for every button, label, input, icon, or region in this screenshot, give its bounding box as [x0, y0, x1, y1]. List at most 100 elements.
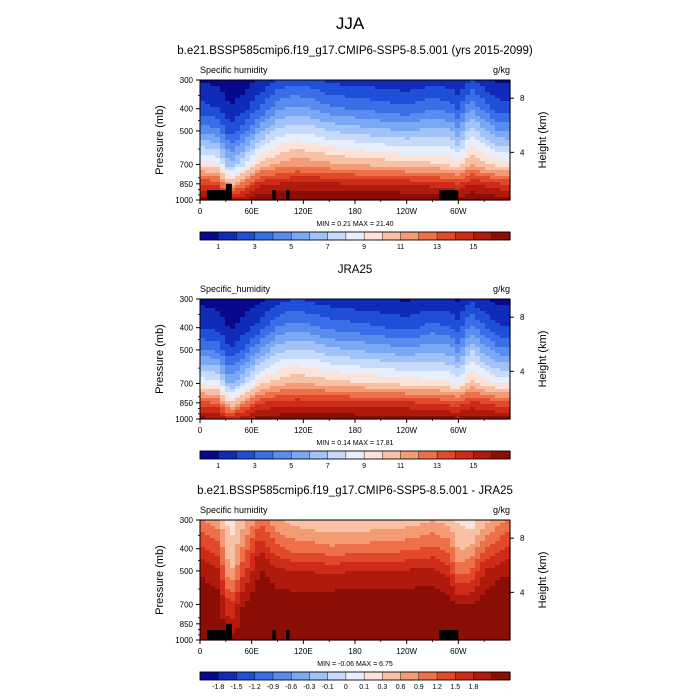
- contour-cell: [505, 86, 511, 90]
- contour-cell: [345, 182, 351, 186]
- contour-cell: [390, 173, 396, 177]
- contour-cell: [230, 137, 236, 141]
- contour-cell: [320, 305, 326, 309]
- contour-cell: [320, 308, 326, 312]
- contour-cell: [250, 143, 256, 147]
- contour-cell: [355, 137, 361, 141]
- contour-cell: [485, 182, 491, 186]
- contour-cell: [320, 377, 326, 381]
- contour-cell: [335, 374, 341, 378]
- contour-cell: [430, 185, 436, 189]
- contour-cell: [465, 194, 471, 198]
- contour-cell: [450, 125, 456, 129]
- contour-cell: [395, 158, 401, 162]
- contour-cell: [250, 416, 256, 420]
- contour-cell: [375, 365, 381, 369]
- contour-cell: [450, 155, 456, 159]
- contour-cell: [240, 95, 246, 99]
- contour-cell: [455, 185, 461, 189]
- contour-cell: [360, 323, 366, 327]
- contour-cell: [380, 182, 386, 186]
- contour-cell: [380, 164, 386, 168]
- contour-cell: [455, 317, 461, 321]
- contour-cell: [280, 122, 286, 126]
- contour-cell: [405, 389, 411, 393]
- contour-cell: [320, 122, 326, 126]
- contour-cell: [500, 170, 506, 174]
- terrain-block: [272, 190, 276, 200]
- contour-cell: [250, 332, 256, 336]
- contour-cell: [350, 104, 356, 108]
- contour-cell: [505, 143, 511, 147]
- contour-cell: [285, 341, 291, 345]
- contour-cell: [255, 416, 261, 420]
- contour-cell: [260, 89, 266, 93]
- contour-cell: [475, 98, 481, 102]
- contour-cell: [500, 404, 506, 408]
- contour-cell: [470, 356, 476, 360]
- contour-cell: [385, 359, 391, 363]
- contour-cell: [330, 338, 336, 342]
- contour-cell: [505, 365, 511, 369]
- contour-cell: [330, 170, 336, 174]
- contour-cell: [305, 140, 311, 144]
- contour-cell: [345, 374, 351, 378]
- contour-cell: [475, 392, 481, 396]
- contour-cell: [300, 392, 306, 396]
- contour-cell: [245, 149, 251, 153]
- contour-cell: [400, 344, 406, 348]
- contour-cell: [440, 314, 446, 318]
- contour-cell: [485, 386, 491, 390]
- contour-cell: [470, 362, 476, 366]
- contour-cell: [255, 353, 261, 357]
- contour-cell: [330, 404, 336, 408]
- contour-cell: [450, 317, 456, 321]
- contour-cell: [435, 338, 441, 342]
- contour-cell: [320, 185, 326, 189]
- contour-cell: [380, 179, 386, 183]
- contour-cell: [405, 134, 411, 138]
- contour-cell: [255, 392, 261, 396]
- contour-cell: [360, 197, 366, 201]
- contour-cell: [345, 305, 351, 309]
- contour-cell: [395, 122, 401, 126]
- contour-cell: [485, 344, 491, 348]
- contour-cell: [305, 401, 311, 405]
- contour-cell: [480, 143, 486, 147]
- contour-cell: [480, 167, 486, 171]
- contour-cell: [375, 161, 381, 165]
- contour-cell: [320, 335, 326, 339]
- contour-cell: [485, 152, 491, 156]
- contour-cell: [445, 83, 451, 87]
- contour-cell: [350, 185, 356, 189]
- contour-cell: [430, 182, 436, 186]
- contour-cell: [235, 350, 241, 354]
- contour-cell: [430, 404, 436, 408]
- contour-cell: [325, 338, 331, 342]
- contour-cell: [240, 131, 246, 135]
- contour-cell: [345, 344, 351, 348]
- contour-cell: [500, 317, 506, 321]
- contour-cell: [360, 335, 366, 339]
- contour-cell: [240, 335, 246, 339]
- contour-cell: [445, 389, 451, 393]
- contour-cell: [205, 314, 211, 318]
- contour-cell: [270, 125, 276, 129]
- contour-cell: [490, 152, 496, 156]
- contour-cell: [370, 323, 376, 327]
- contour-cell: [295, 344, 301, 348]
- contour-cell: [220, 143, 226, 147]
- contour-cell: [445, 410, 451, 414]
- contour-cell: [405, 341, 411, 345]
- contour-cell: [290, 350, 296, 354]
- contour-cell: [230, 380, 236, 384]
- contour-cell: [235, 170, 241, 174]
- contour-cell: [200, 194, 206, 198]
- contour-cell: [415, 377, 421, 381]
- contour-cell: [285, 170, 291, 174]
- contour-cell: [460, 89, 466, 93]
- contour-cell: [230, 167, 236, 171]
- contour-cell: [320, 410, 326, 414]
- contour-cell: [425, 119, 431, 123]
- contour-cell: [345, 362, 351, 366]
